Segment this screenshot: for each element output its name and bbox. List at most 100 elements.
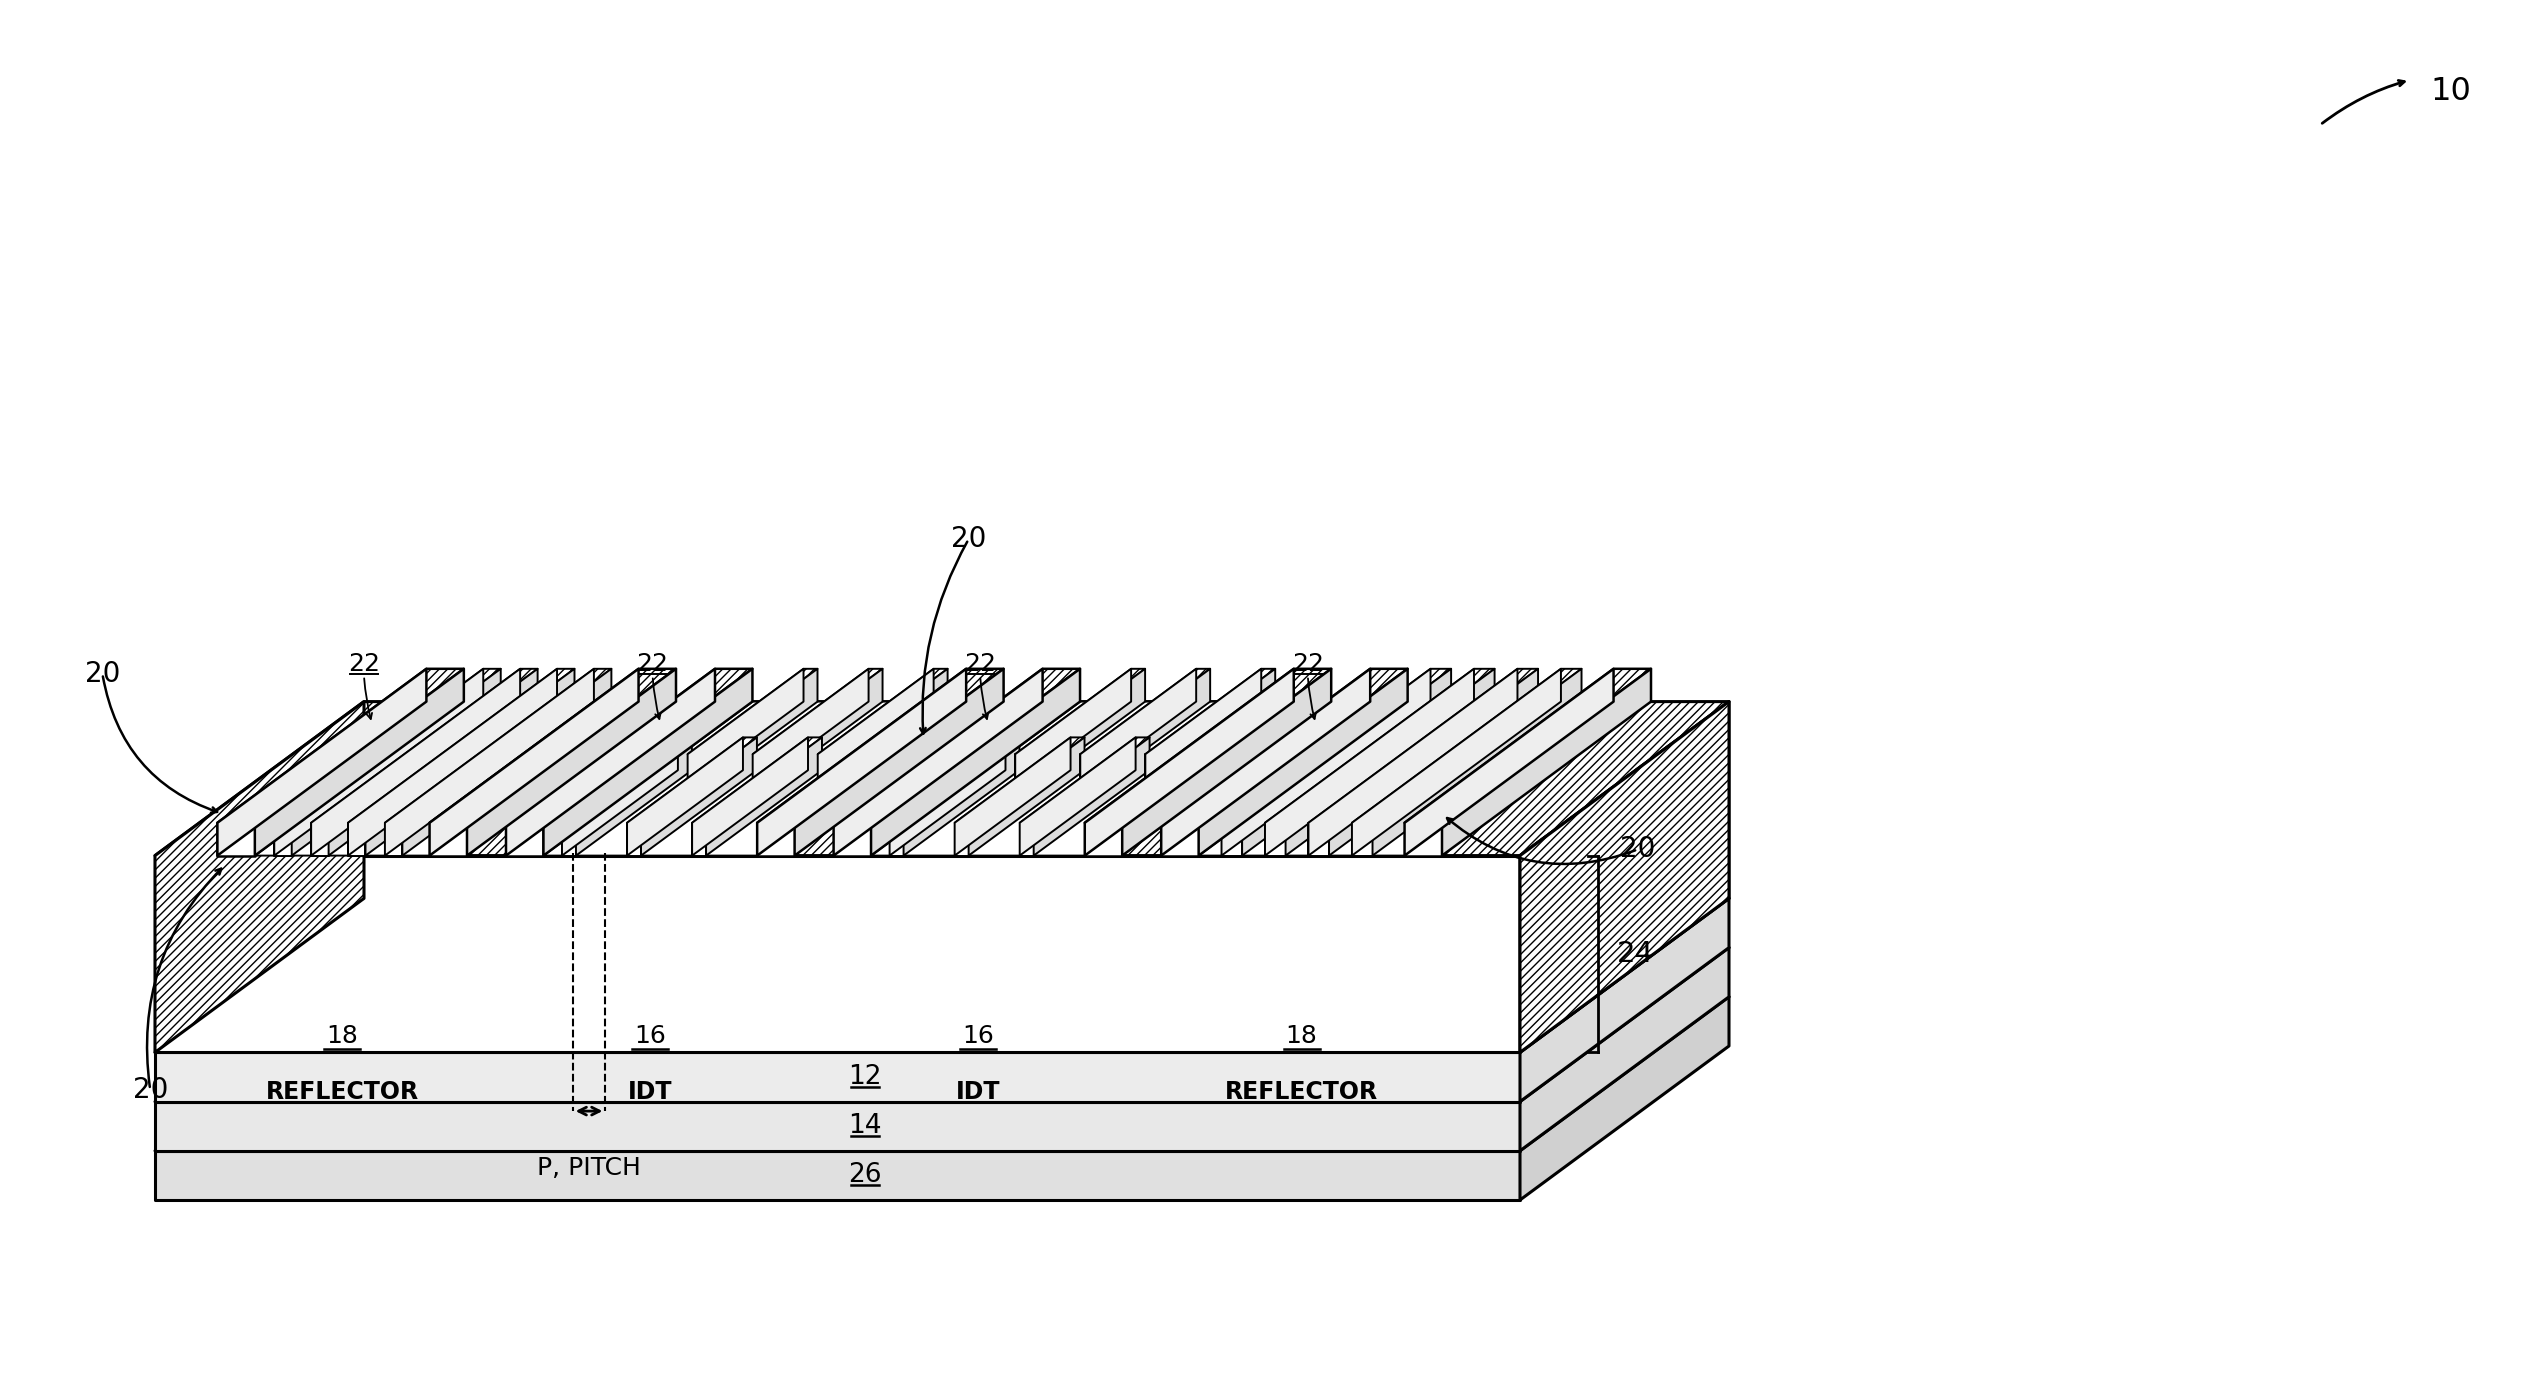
Polygon shape	[274, 668, 502, 823]
Polygon shape	[428, 668, 639, 856]
Polygon shape	[256, 701, 639, 856]
Polygon shape	[1242, 668, 1450, 856]
Polygon shape	[155, 1053, 1521, 1101]
Polygon shape	[702, 668, 816, 787]
Polygon shape	[507, 668, 715, 856]
Text: 20: 20	[132, 1076, 167, 1104]
Polygon shape	[1308, 668, 1518, 856]
Polygon shape	[890, 823, 902, 856]
Polygon shape	[428, 668, 677, 823]
Polygon shape	[1222, 668, 1430, 856]
Polygon shape	[641, 737, 758, 856]
Polygon shape	[1404, 668, 1650, 823]
Polygon shape	[1085, 823, 1123, 856]
Text: 22: 22	[963, 652, 996, 675]
Polygon shape	[347, 823, 365, 856]
Polygon shape	[428, 823, 466, 856]
Polygon shape	[753, 668, 882, 754]
Polygon shape	[218, 823, 256, 856]
Text: REFLECTOR: REFLECTOR	[266, 1080, 418, 1104]
Polygon shape	[1521, 898, 1729, 1101]
Polygon shape	[834, 668, 1080, 823]
Polygon shape	[385, 823, 403, 856]
Polygon shape	[507, 668, 753, 823]
Polygon shape	[1351, 668, 1582, 823]
Polygon shape	[1222, 823, 1242, 856]
Polygon shape	[1265, 823, 1285, 856]
Polygon shape	[687, 668, 816, 754]
Polygon shape	[1199, 701, 1615, 856]
Text: 22: 22	[1293, 652, 1323, 675]
Polygon shape	[1161, 668, 1407, 823]
Polygon shape	[753, 754, 766, 787]
Polygon shape	[1080, 668, 1197, 787]
Polygon shape	[1521, 701, 1729, 1053]
Polygon shape	[692, 737, 821, 823]
Polygon shape	[1085, 668, 1293, 856]
Polygon shape	[1146, 668, 1275, 754]
Polygon shape	[1080, 668, 1209, 754]
Polygon shape	[1351, 668, 1562, 856]
Polygon shape	[1146, 668, 1262, 787]
Polygon shape	[385, 668, 611, 823]
Polygon shape	[507, 823, 542, 856]
Polygon shape	[1521, 701, 1729, 1053]
Polygon shape	[1085, 668, 1331, 823]
Polygon shape	[365, 668, 575, 856]
Text: 26: 26	[849, 1163, 882, 1188]
Polygon shape	[1351, 823, 1371, 856]
Polygon shape	[872, 701, 1293, 856]
Polygon shape	[626, 823, 641, 856]
Polygon shape	[766, 668, 882, 787]
Text: IDT: IDT	[629, 1080, 672, 1104]
Text: 18: 18	[1285, 1024, 1318, 1049]
Polygon shape	[1285, 668, 1496, 856]
Polygon shape	[1014, 668, 1146, 754]
Polygon shape	[1404, 823, 1442, 856]
Text: 22: 22	[347, 652, 380, 675]
Polygon shape	[956, 823, 968, 856]
Polygon shape	[155, 948, 1729, 1101]
Polygon shape	[626, 737, 743, 856]
Polygon shape	[758, 668, 966, 856]
Polygon shape	[312, 668, 520, 856]
Polygon shape	[819, 754, 831, 787]
Polygon shape	[819, 668, 948, 754]
Polygon shape	[218, 668, 426, 856]
Polygon shape	[563, 823, 575, 856]
Polygon shape	[902, 737, 1019, 856]
Polygon shape	[1521, 996, 1729, 1200]
Polygon shape	[1442, 668, 1650, 856]
Polygon shape	[274, 823, 292, 856]
Text: P, PITCH: P, PITCH	[537, 1156, 641, 1180]
Polygon shape	[1308, 823, 1328, 856]
Polygon shape	[692, 823, 707, 856]
Polygon shape	[687, 668, 804, 787]
Polygon shape	[347, 668, 575, 823]
Polygon shape	[330, 668, 537, 856]
Polygon shape	[834, 668, 1042, 856]
Polygon shape	[1019, 737, 1148, 823]
Polygon shape	[831, 668, 948, 787]
Polygon shape	[890, 737, 1019, 823]
Text: 12: 12	[849, 1064, 882, 1090]
Polygon shape	[1095, 668, 1209, 787]
Polygon shape	[312, 668, 537, 823]
Polygon shape	[1199, 668, 1407, 856]
Text: 18: 18	[327, 1024, 357, 1049]
Polygon shape	[968, 737, 1085, 856]
Text: 22: 22	[636, 652, 669, 675]
Text: 24: 24	[1617, 940, 1653, 967]
Polygon shape	[466, 668, 677, 856]
Polygon shape	[1222, 668, 1450, 823]
Polygon shape	[542, 668, 753, 856]
Polygon shape	[542, 701, 966, 856]
Polygon shape	[1034, 737, 1148, 856]
Text: 16: 16	[634, 1024, 667, 1049]
Polygon shape	[1521, 948, 1729, 1151]
Polygon shape	[1029, 668, 1146, 787]
Polygon shape	[1019, 737, 1136, 856]
Polygon shape	[155, 996, 1729, 1151]
Polygon shape	[793, 668, 1004, 856]
Polygon shape	[256, 668, 464, 856]
